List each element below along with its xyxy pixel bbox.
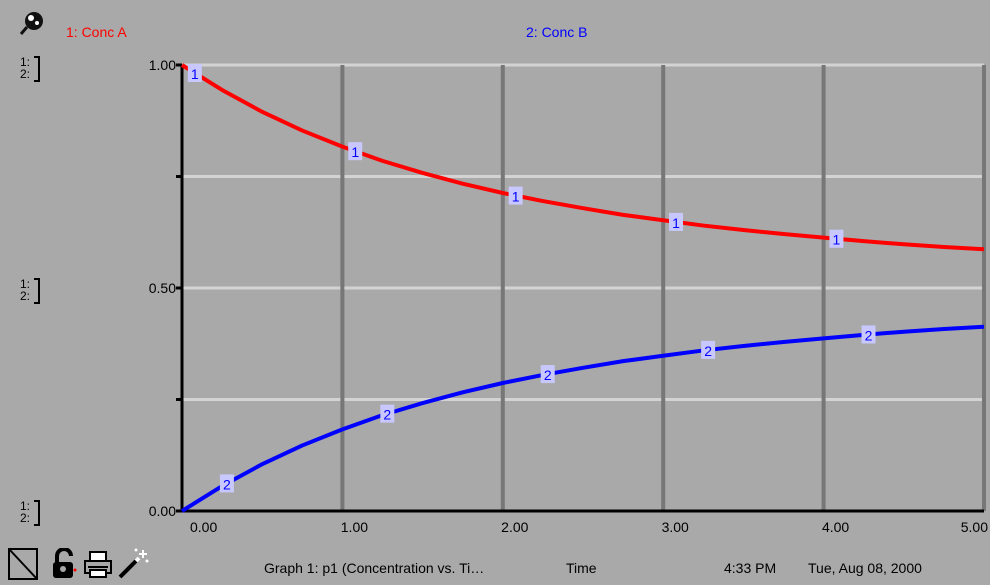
- series-2-line: [180, 324, 985, 513]
- footer-time: 4:33 PM: [724, 560, 777, 576]
- series-2-marker: [701, 340, 716, 359]
- x-axis-name: Time: [566, 560, 597, 576]
- pin-magnifier-icon[interactable]: [18, 10, 48, 41]
- series-1-marker-label: 1: [351, 144, 359, 160]
- series-1-marker: [508, 186, 523, 205]
- series-1-marker-label: 1: [672, 215, 680, 231]
- series-2-marker-label: 2: [383, 407, 391, 423]
- graph-title: Graph 1: p1 (Concentration vs. Ti…: [264, 560, 485, 576]
- y-tick-label: 0.00: [149, 503, 176, 519]
- series-1-marker: [348, 142, 363, 161]
- axis-tag-mid: 1: 2:: [20, 278, 40, 304]
- series-1-marker: [187, 63, 202, 82]
- series-2-marker: [540, 365, 555, 384]
- series-1-marker-label: 1: [833, 232, 841, 248]
- y-tick-label: 1.00: [149, 57, 176, 73]
- x-tick-label: 2.00: [501, 519, 528, 535]
- legend-series-1: 1: Conc A: [66, 24, 127, 40]
- x-tick-label: 3.00: [662, 519, 689, 535]
- legend-series-2: 2: Conc B: [526, 24, 588, 40]
- series-2-marker-label: 2: [865, 327, 873, 343]
- x-tick-label: 1.00: [341, 519, 368, 535]
- series-1-marker-label: 1: [191, 66, 199, 82]
- x-tick-label: 0.00: [190, 519, 217, 535]
- series-1-marker: [669, 212, 684, 231]
- y-tick-label: 0.50: [149, 280, 176, 296]
- series-1-marker: [829, 229, 844, 248]
- printer-icon[interactable]: [82, 548, 114, 585]
- axis-tag-bottom: 1: 2:: [20, 500, 40, 526]
- footer-date: Tue, Aug 08, 2000: [808, 560, 922, 576]
- series-2-marker: [219, 474, 234, 493]
- x-tick-label: 5.00: [961, 519, 988, 535]
- series-2-marker-label: 2: [704, 343, 712, 359]
- series-1-marker-label: 1: [512, 189, 520, 205]
- series-2-marker-label: 2: [223, 476, 231, 492]
- series-2-marker: [380, 404, 395, 423]
- magic-wand-icon[interactable]: [116, 548, 150, 585]
- axis-tag-top: 1: 2:: [20, 56, 40, 82]
- series-2-marker-label: 2: [544, 367, 552, 383]
- diagonal-corner-icon[interactable]: [8, 548, 38, 585]
- series-2-marker: [861, 325, 876, 344]
- series-1-line: [180, 63, 985, 252]
- padlock-icon[interactable]: [50, 547, 78, 585]
- x-tick-label: 4.00: [822, 519, 849, 535]
